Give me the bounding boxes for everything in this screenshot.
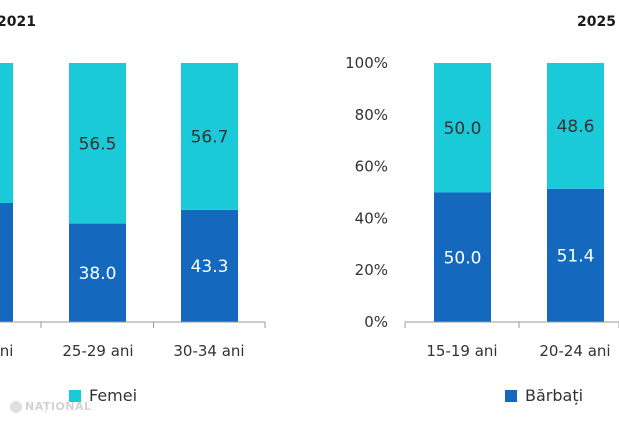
chart-title-right: 2025 <box>577 14 616 30</box>
data-label-femei: 56.7 <box>191 127 229 147</box>
legend-label-barbati: Bărbați <box>525 386 584 405</box>
legend-femei: Femei <box>69 386 137 405</box>
legend-swatch-femei <box>69 389 81 402</box>
y-tick-label: 0% <box>364 313 388 331</box>
data-label-barbati: 38.0 <box>79 264 117 284</box>
y-tick-label: 40% <box>355 209 388 227</box>
logo-text: NAȚIONAL <box>25 400 92 413</box>
x-tick-label: 30-34 ani <box>173 342 244 360</box>
bar-barbati <box>181 209 238 322</box>
bar-barbati <box>69 223 126 322</box>
bar-femei <box>0 63 13 203</box>
legend-swatch-barbati <box>505 389 517 402</box>
y-tick-label: 100% <box>345 54 388 72</box>
data-label-femei: 56.5 <box>79 134 117 154</box>
chart-title-left: 2021 <box>0 14 36 30</box>
bar-femei <box>547 63 604 189</box>
y-tick-label: 60% <box>355 158 388 176</box>
bar-barbati <box>434 192 491 322</box>
data-label-femei: 48.6 <box>557 117 595 137</box>
legend-barbati: Bărbați <box>505 386 583 405</box>
bar-femei <box>69 63 126 224</box>
watermark-logo: NAȚIONAL <box>10 400 92 413</box>
bar-barbati <box>0 203 13 322</box>
data-label-barbati: 51.4 <box>557 246 595 266</box>
data-label-femei: 50.0 <box>444 119 482 139</box>
bar-barbati <box>547 188 604 322</box>
x-tick-label: 20-24 ani <box>539 342 610 360</box>
bar-femei <box>434 63 491 193</box>
y-tick-label: 20% <box>355 261 388 279</box>
x-tick-label: 25-29 ani <box>62 342 133 360</box>
x-tick-label: 15-19 ani <box>426 342 497 360</box>
data-label-barbati: 43.3 <box>191 257 229 277</box>
logo-dot-icon <box>10 400 22 413</box>
legend-label-femei: Femei <box>89 386 138 405</box>
x-tick-label: ani <box>0 342 13 360</box>
y-tick-label: 80% <box>355 106 388 124</box>
bar-femei <box>181 63 238 210</box>
data-label-barbati: 50.0 <box>444 248 482 268</box>
